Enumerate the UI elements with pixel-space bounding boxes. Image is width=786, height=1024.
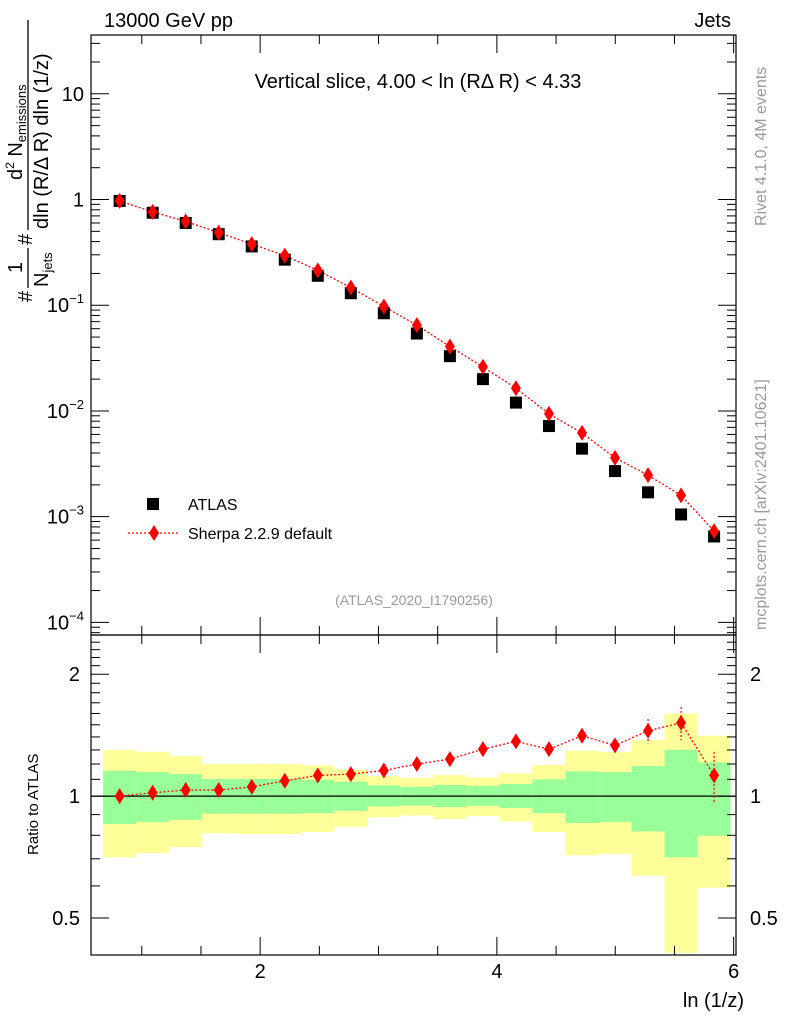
ratio-sherpa-point (577, 727, 588, 744)
sherpa-point (543, 405, 554, 422)
sherpa-point (279, 247, 290, 264)
main-y-tick-label: 1 (73, 190, 84, 212)
sherpa-point (510, 380, 521, 397)
atlas-point (509, 396, 522, 409)
ratio-sherpa-point (709, 767, 720, 784)
ratio-y-tick-label-right: 1 (750, 786, 761, 808)
sherpa-point (114, 192, 125, 209)
atlas-point (542, 420, 555, 433)
ratio-sherpa-point (147, 784, 158, 801)
y-label-hash-2: # (15, 233, 37, 245)
x-axis-label: ln (1/z) (683, 990, 744, 1012)
atlas-point (410, 327, 423, 340)
band-inner-bin (565, 771, 599, 824)
x-tick-label: 2 (255, 961, 266, 983)
category-label: Jets (694, 10, 731, 32)
sherpa-point (378, 298, 389, 315)
rivet-label: Rivet 4.1.0, 4M events (753, 67, 770, 226)
plot-title: Vertical slice, 4.00 < ln (RΔ R) < 4.33 (255, 71, 582, 93)
legend-sherpa-label: Sherpa 2.2.9 default (188, 526, 333, 543)
sherpa-point (577, 424, 588, 441)
sherpa-point (411, 317, 422, 334)
mcplots-label: mcplots.cern.ch [arXiv:2401.10621] (753, 379, 770, 630)
ratio-sherpa-point (411, 756, 422, 773)
legend: ATLAS Sherpa 2.2.9 default (128, 497, 333, 543)
ratio-y-tick-label: 1 (69, 786, 80, 808)
sherpa-line (119, 200, 715, 532)
main-y-tick-label: 10−4 (47, 608, 84, 634)
sherpa-point (610, 449, 621, 466)
ratio-sherpa-point (643, 722, 654, 739)
x-tick-label: 6 (728, 961, 739, 983)
sherpa-point (444, 338, 455, 355)
y-label-frac2-den: dln (R/Δ R) dln (1/z) (31, 53, 53, 229)
tick-labels: 10−4 10−3 10−2 10−1 1 10 0.5 0.5 1 1 2 2 2 4 6 (47, 84, 778, 983)
y-label-frac1-num: 1 (5, 262, 27, 273)
ratio-sherpa-point (610, 737, 621, 754)
sherpa-point (345, 279, 356, 296)
ratio-frame (90, 634, 737, 956)
main-y-axis-label: # 1 Njets # d2 Nemissions dln (R/Δ R) dl… (3, 20, 55, 302)
ratio-y-tick-label: 0.5 (52, 908, 80, 930)
sherpa-point (147, 203, 158, 220)
x-tick-label: 4 (491, 961, 502, 983)
atlas-point (443, 350, 456, 363)
atlas-point (576, 442, 589, 455)
y-label-frac1-den: Njets (31, 252, 55, 287)
main-y-tick-label: 10 (62, 84, 84, 106)
axis-ticks (91, 35, 736, 955)
data-marks (113, 192, 721, 805)
ratio-sherpa-point (114, 788, 125, 805)
ratio-sherpa-point (444, 751, 455, 768)
sherpa-point (477, 358, 488, 375)
legend-sherpa-marker (149, 525, 159, 541)
ratio-sherpa-point (180, 782, 191, 799)
main-y-tick-label: 10−1 (47, 291, 84, 317)
band-inner-bin (598, 772, 632, 822)
ratio-sherpa-point (543, 741, 554, 758)
ratio-sherpa-point (246, 778, 257, 795)
sherpa-point (213, 224, 224, 241)
sherpa-point (709, 523, 720, 540)
band-inner-bin (664, 749, 698, 858)
sherpa-point (312, 262, 323, 279)
ratio-y-axis-label: Ratio to ATLAS (25, 754, 42, 855)
atlas-point (609, 465, 622, 478)
main-y-tick-label: 10−3 (47, 503, 84, 529)
atlas-point (675, 508, 688, 521)
main-y-tick-label: 10−2 (47, 397, 84, 423)
legend-atlas-label: ATLAS (188, 497, 238, 514)
y-label-hash-1: # (15, 290, 37, 302)
ratio-bands (91, 713, 736, 953)
sherpa-point (643, 467, 654, 484)
ratio-sherpa-point (510, 733, 521, 750)
legend-atlas-marker (147, 498, 159, 510)
atlas-point (476, 373, 489, 386)
energy-label: 13000 GeV pp (104, 10, 233, 32)
band-inner-bin (631, 766, 665, 832)
sherpa-point (676, 487, 687, 504)
sherpa-point (180, 213, 191, 230)
ratio-sherpa-point (213, 782, 224, 799)
ratio-sherpa-point (477, 741, 488, 758)
ratio-y-tick-label: 2 (69, 664, 80, 686)
atlas-point (642, 486, 655, 499)
y-label-frac2-num: d2 Nemissions (3, 84, 29, 180)
sherpa-point (246, 236, 257, 253)
ratio-y-tick-label-right: 2 (750, 664, 761, 686)
ratio-sherpa-point (345, 766, 356, 783)
ratio-sherpa-point (378, 762, 389, 779)
ratio-sherpa-point (676, 714, 687, 731)
ratio-sherpa-point (312, 767, 323, 784)
ratio-sherpa-point (279, 772, 290, 789)
analysis-label: (ATLAS_2020_I1790256) (335, 592, 493, 608)
ratio-y-tick-label-right: 0.5 (750, 908, 778, 930)
